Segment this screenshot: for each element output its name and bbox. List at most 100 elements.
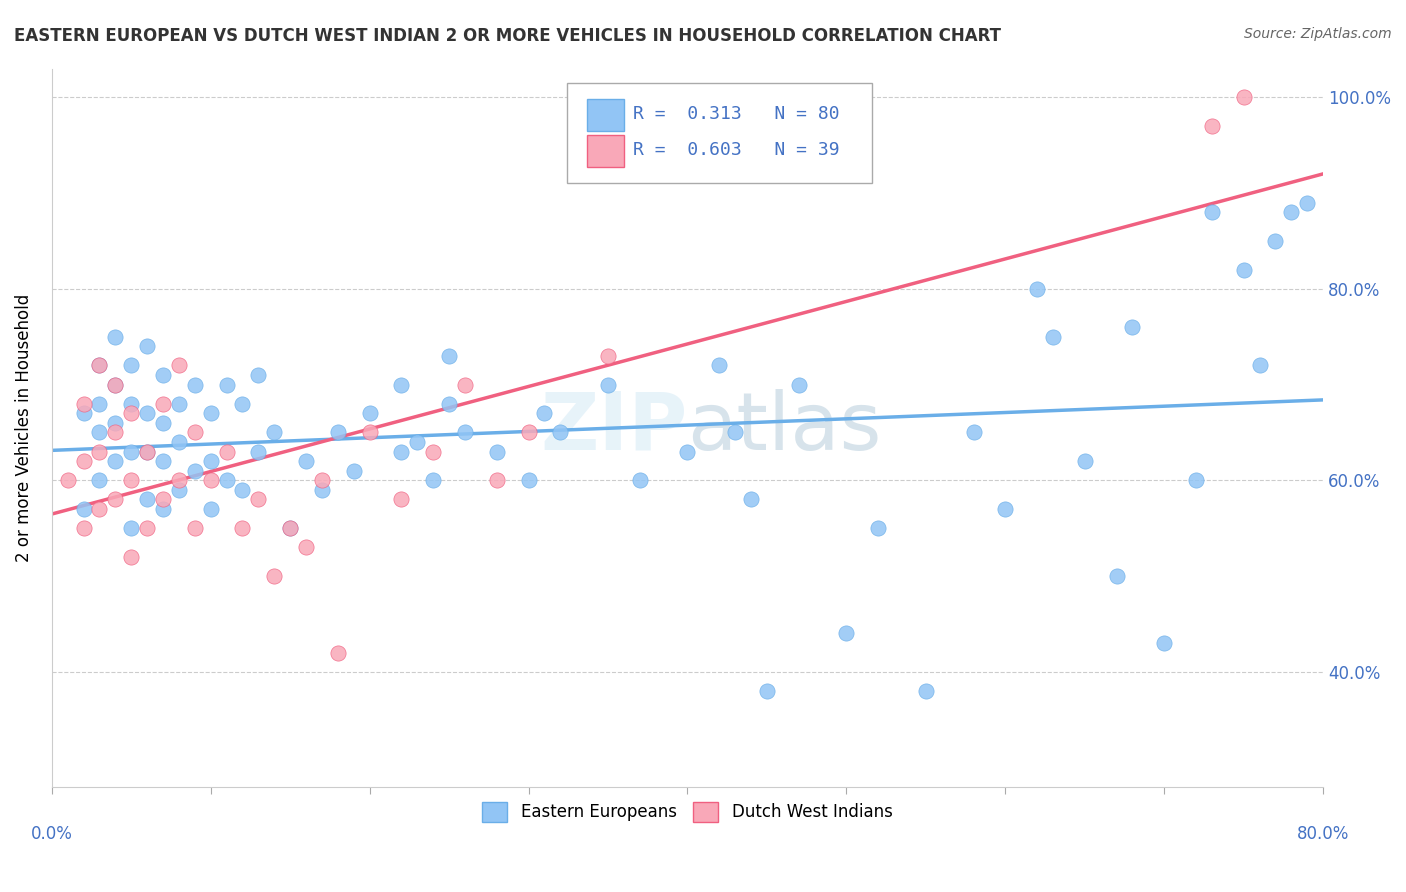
Point <box>628 473 651 487</box>
Point <box>994 502 1017 516</box>
Point <box>311 473 333 487</box>
Point <box>89 502 111 516</box>
Point <box>868 521 890 535</box>
Point <box>422 473 444 487</box>
Point <box>454 425 477 440</box>
Point <box>89 444 111 458</box>
Point <box>326 646 349 660</box>
Point <box>1201 205 1223 219</box>
Point <box>215 444 238 458</box>
Point <box>1296 195 1319 210</box>
Point <box>89 359 111 373</box>
Point <box>120 549 142 564</box>
Point <box>389 492 412 507</box>
Point <box>311 483 333 497</box>
Point <box>215 473 238 487</box>
Point <box>120 406 142 420</box>
Point <box>136 444 159 458</box>
Point <box>1233 90 1256 104</box>
Point <box>359 406 381 420</box>
Point <box>136 492 159 507</box>
Text: ZIP: ZIP <box>540 389 688 467</box>
Point <box>184 464 207 478</box>
Point <box>485 444 508 458</box>
Point <box>596 349 619 363</box>
Point <box>167 483 190 497</box>
Point <box>120 521 142 535</box>
Text: R =  0.603   N = 39: R = 0.603 N = 39 <box>633 141 839 159</box>
Point <box>89 359 111 373</box>
Point <box>295 454 318 468</box>
Point <box>1042 329 1064 343</box>
FancyBboxPatch shape <box>586 136 624 167</box>
Point <box>1201 119 1223 133</box>
Point <box>167 434 190 449</box>
Point <box>517 473 540 487</box>
Point <box>914 684 936 698</box>
Point <box>200 406 222 420</box>
Point <box>724 425 747 440</box>
Point <box>247 444 270 458</box>
Point <box>517 425 540 440</box>
Point <box>104 454 127 468</box>
Point <box>422 444 444 458</box>
Point <box>343 464 366 478</box>
Point <box>104 425 127 440</box>
Point <box>200 473 222 487</box>
Point <box>72 502 94 516</box>
Point <box>1185 473 1208 487</box>
Point <box>152 368 174 382</box>
Point <box>550 425 572 440</box>
Text: Source: ZipAtlas.com: Source: ZipAtlas.com <box>1244 27 1392 41</box>
Point <box>152 492 174 507</box>
Point <box>167 473 190 487</box>
Point <box>1121 320 1143 334</box>
Point <box>787 377 810 392</box>
Point <box>326 425 349 440</box>
Point <box>596 377 619 392</box>
Point <box>263 425 285 440</box>
Point <box>247 492 270 507</box>
Point <box>389 377 412 392</box>
Point <box>120 473 142 487</box>
Point <box>136 406 159 420</box>
Point <box>962 425 984 440</box>
Point <box>1026 282 1049 296</box>
Point <box>454 377 477 392</box>
Point <box>72 406 94 420</box>
Point <box>72 397 94 411</box>
Point <box>72 454 94 468</box>
Point <box>1105 569 1128 583</box>
Point <box>740 492 762 507</box>
Point <box>406 434 429 449</box>
Point <box>72 521 94 535</box>
Point <box>152 416 174 430</box>
Point <box>247 368 270 382</box>
Point <box>104 377 127 392</box>
Point <box>1279 205 1302 219</box>
Text: EASTERN EUROPEAN VS DUTCH WEST INDIAN 2 OR MORE VEHICLES IN HOUSEHOLD CORRELATIO: EASTERN EUROPEAN VS DUTCH WEST INDIAN 2 … <box>14 27 1001 45</box>
Point <box>184 377 207 392</box>
Y-axis label: 2 or more Vehicles in Household: 2 or more Vehicles in Household <box>15 293 32 562</box>
Point <box>200 454 222 468</box>
Point <box>676 444 699 458</box>
Point <box>231 483 253 497</box>
Point <box>89 473 111 487</box>
Point <box>231 521 253 535</box>
Point <box>437 349 460 363</box>
Text: atlas: atlas <box>688 389 882 467</box>
Point <box>437 397 460 411</box>
Point <box>56 473 79 487</box>
Point <box>1233 262 1256 277</box>
Text: 80.0%: 80.0% <box>1296 825 1350 843</box>
Point <box>136 444 159 458</box>
Point <box>278 521 301 535</box>
Point <box>167 397 190 411</box>
Point <box>136 339 159 353</box>
Point <box>835 626 858 640</box>
Point <box>120 359 142 373</box>
Point <box>152 502 174 516</box>
Point <box>278 521 301 535</box>
Point <box>231 397 253 411</box>
Point <box>1264 234 1286 248</box>
